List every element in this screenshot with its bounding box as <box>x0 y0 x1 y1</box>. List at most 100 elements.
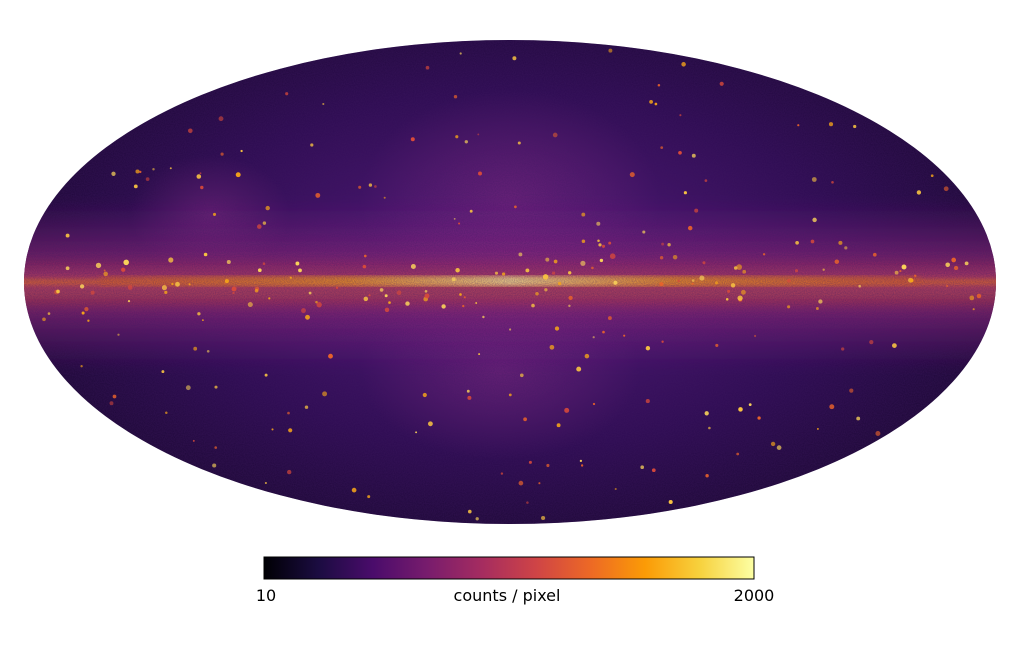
point-source <box>544 288 548 292</box>
point-source <box>379 288 384 292</box>
point-source <box>660 146 664 149</box>
point-source <box>123 259 129 266</box>
point-source <box>362 264 367 269</box>
point-source <box>79 284 85 289</box>
point-source <box>308 291 312 295</box>
point-source <box>384 294 388 298</box>
point-source <box>494 271 499 275</box>
point-source <box>335 286 339 290</box>
point-source <box>828 122 834 127</box>
point-source <box>608 241 612 245</box>
point-source <box>592 336 595 339</box>
point-source <box>328 353 333 359</box>
point-source <box>531 303 535 308</box>
point-source <box>849 388 854 393</box>
point-source <box>383 196 386 199</box>
point-source <box>171 282 174 286</box>
point-source <box>892 343 897 348</box>
point-source <box>262 262 266 265</box>
sky-map-content <box>24 40 996 524</box>
point-source <box>976 293 982 299</box>
point-source <box>704 411 709 416</box>
point-source <box>464 140 468 144</box>
point-source <box>462 304 465 308</box>
point-source <box>425 65 430 70</box>
point-source <box>909 278 914 283</box>
point-source <box>869 340 874 345</box>
point-source <box>206 349 210 353</box>
point-source <box>702 261 706 265</box>
colorbar-unit-label: counts / pixel <box>454 586 561 605</box>
point-source <box>727 289 731 293</box>
point-source <box>188 283 191 286</box>
point-source <box>738 407 743 412</box>
point-source <box>568 271 572 275</box>
point-source <box>797 124 800 127</box>
point-source <box>829 404 835 410</box>
point-source <box>424 289 428 293</box>
point-source <box>451 277 456 282</box>
point-source <box>535 291 539 296</box>
point-sources <box>42 48 982 521</box>
point-source <box>165 411 168 415</box>
point-source <box>661 340 664 343</box>
point-source <box>56 289 60 294</box>
point-source <box>512 56 517 61</box>
point-source <box>810 239 815 244</box>
point-source <box>553 259 558 264</box>
point-source <box>257 224 262 229</box>
point-source <box>841 347 845 351</box>
point-source <box>528 460 532 464</box>
point-source <box>812 217 817 223</box>
point-source <box>410 264 416 269</box>
point-source <box>523 417 527 422</box>
point-source <box>557 281 562 286</box>
point-source <box>736 452 740 456</box>
point-source <box>441 304 446 309</box>
noise-texture <box>24 40 996 524</box>
point-source <box>368 294 371 297</box>
point-source <box>714 281 719 285</box>
point-source <box>427 421 433 427</box>
point-source <box>192 439 195 442</box>
point-source <box>212 463 217 468</box>
point-source <box>358 185 362 189</box>
point-source <box>943 186 949 192</box>
point-source <box>667 243 671 247</box>
point-source <box>795 240 799 245</box>
point-source <box>875 431 881 436</box>
point-source <box>552 132 558 138</box>
point-source <box>188 128 193 134</box>
point-source <box>787 305 791 309</box>
point-source <box>541 515 546 521</box>
point-source <box>831 180 834 184</box>
point-source <box>193 346 198 351</box>
point-source <box>112 394 117 399</box>
point-source <box>580 260 586 266</box>
point-source <box>475 517 479 521</box>
point-source <box>762 253 766 256</box>
point-source <box>322 391 328 397</box>
point-source <box>596 221 601 226</box>
point-source <box>568 304 571 308</box>
point-source <box>681 62 686 67</box>
point-source <box>519 373 524 378</box>
point-source <box>127 299 131 303</box>
point-source <box>733 266 738 270</box>
point-source <box>597 239 600 242</box>
point-source <box>691 153 696 158</box>
point-source <box>715 343 719 347</box>
point-source <box>301 308 306 314</box>
point-source <box>740 289 746 295</box>
point-source <box>568 295 573 301</box>
point-source <box>262 221 267 225</box>
point-source <box>467 395 472 400</box>
point-source <box>708 426 711 430</box>
point-source <box>453 95 458 99</box>
point-source <box>654 102 658 106</box>
point-source <box>679 114 682 117</box>
point-source <box>109 401 114 406</box>
colorbar-gradient <box>263 556 755 580</box>
point-source <box>640 465 645 470</box>
point-source <box>103 271 108 277</box>
